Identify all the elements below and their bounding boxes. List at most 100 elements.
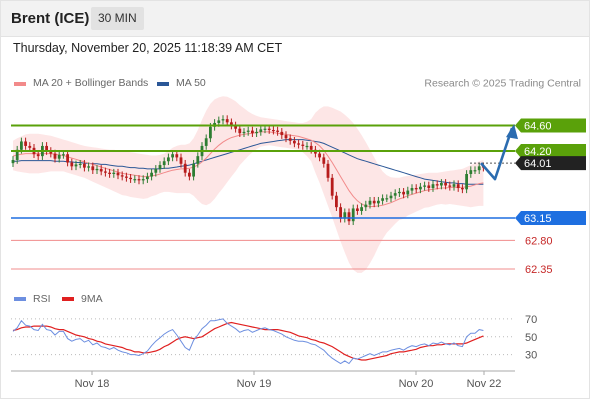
candle-body bbox=[175, 154, 179, 158]
candle-body bbox=[461, 188, 464, 190]
candle-body bbox=[435, 184, 439, 186]
candle-body bbox=[372, 200, 376, 204]
x-tick-label: Nov 18 bbox=[75, 378, 110, 390]
rsi-tick-label: 30 bbox=[525, 350, 537, 362]
candle-body bbox=[66, 154, 69, 163]
pivot-value: 63.15 bbox=[524, 213, 552, 225]
candle-body bbox=[280, 131, 284, 136]
candle-body bbox=[469, 170, 473, 174]
candle-body bbox=[452, 184, 456, 187]
candle-body bbox=[263, 128, 267, 130]
header-bar: Brent (ICE) 30 MIN bbox=[0, 0, 590, 37]
candle-body bbox=[440, 182, 443, 186]
candle-body bbox=[368, 200, 372, 205]
candle-body bbox=[108, 172, 111, 174]
candle-body bbox=[91, 166, 95, 171]
candle-body bbox=[343, 212, 347, 219]
candle-body bbox=[465, 174, 468, 190]
candle-body bbox=[104, 171, 107, 173]
candle-body bbox=[125, 176, 128, 178]
x-tick-label: Nov 20 bbox=[399, 378, 434, 390]
candle-body bbox=[427, 185, 431, 189]
candle-body bbox=[83, 163, 86, 168]
candle-body bbox=[419, 186, 422, 190]
candle-body bbox=[167, 157, 170, 162]
candle-body bbox=[293, 140, 296, 144]
ma9-legend-swatch bbox=[62, 297, 74, 301]
candle-body bbox=[288, 138, 292, 141]
candle-body bbox=[385, 198, 389, 200]
candle-body bbox=[444, 182, 447, 186]
candle-body bbox=[393, 193, 397, 196]
candle-body bbox=[309, 145, 313, 150]
candle-body bbox=[112, 172, 116, 174]
candle-body bbox=[133, 179, 137, 181]
rsi-ma-line bbox=[12, 321, 484, 361]
candle-body bbox=[36, 154, 40, 157]
candle-body bbox=[188, 172, 191, 177]
candle-body bbox=[326, 163, 330, 178]
candle-body bbox=[246, 130, 250, 132]
candle-body bbox=[284, 135, 288, 139]
candle-body bbox=[217, 120, 221, 123]
candle-body bbox=[242, 131, 246, 134]
candle-body bbox=[225, 119, 229, 123]
candle-body bbox=[234, 125, 237, 129]
rsi-legend-swatch bbox=[14, 297, 26, 301]
candle-body bbox=[423, 185, 426, 187]
candle-body bbox=[70, 162, 74, 167]
candle-body bbox=[95, 168, 99, 171]
candle-body bbox=[62, 154, 65, 156]
candle-body bbox=[129, 177, 132, 180]
candle-body bbox=[24, 141, 27, 146]
legend-label: MA 20 + Bollinger Bands bbox=[33, 77, 148, 89]
candle-body bbox=[238, 128, 242, 134]
legend-label: MA 50 bbox=[176, 77, 206, 89]
support-value: 62.80 bbox=[525, 235, 553, 247]
timeframe-button[interactable]: 30 MIN bbox=[91, 7, 144, 30]
candle-body bbox=[330, 177, 334, 196]
current-price-value: 64.01 bbox=[524, 158, 552, 170]
candle-body bbox=[192, 163, 195, 177]
projection-arrow bbox=[480, 127, 514, 181]
candle-body bbox=[381, 198, 384, 201]
candle-body bbox=[360, 207, 363, 211]
legend-swatch bbox=[14, 82, 26, 86]
candle-body bbox=[259, 129, 263, 132]
candle-body bbox=[267, 128, 271, 130]
candle-body bbox=[28, 145, 32, 148]
candle-body bbox=[377, 200, 380, 204]
current-price-tag bbox=[515, 156, 586, 171]
candle-body bbox=[20, 141, 23, 150]
candle-body bbox=[410, 188, 414, 191]
candle-body bbox=[301, 144, 305, 146]
candle-body bbox=[414, 188, 418, 190]
candle-body bbox=[297, 143, 300, 145]
candle-body bbox=[477, 166, 481, 171]
candle-body bbox=[356, 208, 359, 211]
pivot-tag bbox=[515, 211, 586, 226]
datetime-label: Thursday, November 20, 2025 11:18:39 AM … bbox=[13, 41, 283, 55]
candle-body bbox=[255, 131, 258, 134]
candle-body bbox=[146, 176, 149, 180]
candle-body bbox=[78, 163, 82, 165]
candle-body bbox=[141, 179, 145, 181]
candle-body bbox=[11, 159, 15, 164]
candle-body bbox=[99, 168, 103, 172]
candle-body bbox=[204, 138, 208, 146]
candle-body bbox=[251, 130, 254, 134]
support-value: 62.35 bbox=[525, 264, 553, 276]
candle-body bbox=[335, 195, 338, 208]
resistance-tag bbox=[515, 144, 586, 159]
candle-body bbox=[322, 157, 326, 164]
candle-body bbox=[230, 122, 233, 126]
candle-body bbox=[154, 168, 158, 173]
legend-swatch bbox=[157, 82, 169, 86]
rsi-line bbox=[12, 318, 484, 365]
candle-body bbox=[150, 172, 153, 177]
candle-body bbox=[347, 212, 351, 222]
candle-body bbox=[473, 170, 477, 172]
instrument-title: Brent (ICE) bbox=[11, 10, 90, 27]
